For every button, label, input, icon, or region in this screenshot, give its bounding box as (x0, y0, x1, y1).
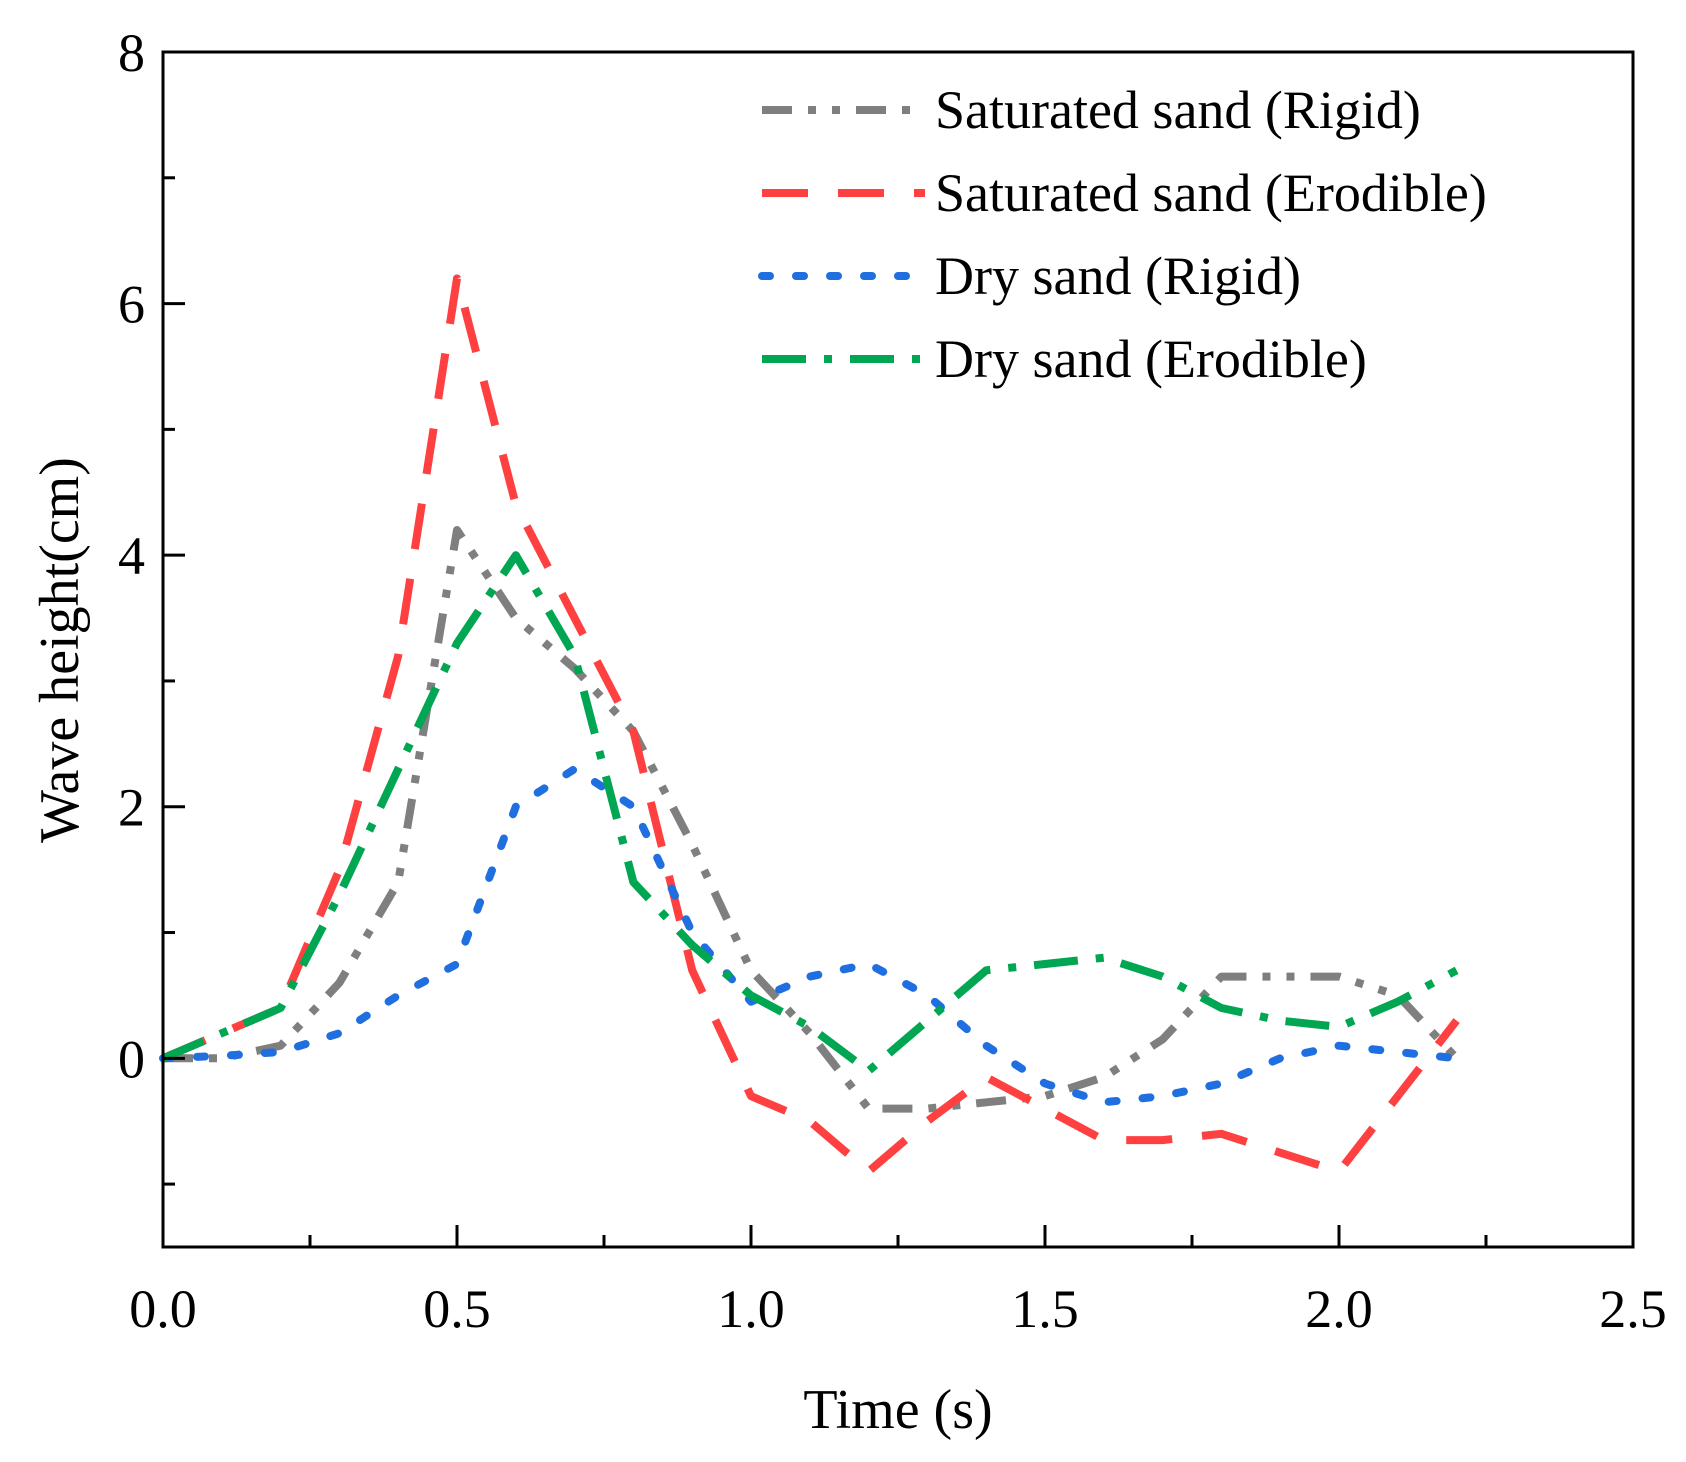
x-tick-label: 1.0 (717, 1279, 785, 1339)
y-tick-label: 2 (118, 778, 145, 838)
x-axis-title: Time (s) (803, 1379, 992, 1441)
y-axis-title: Wave height(cm) (29, 457, 91, 843)
series-line-2 (161, 274, 1460, 1176)
y-tick-label: 8 (118, 23, 145, 83)
x-tick-label: 2.5 (1599, 1279, 1667, 1339)
legend-label: Dry sand (Erodible) (935, 329, 1367, 389)
legend-label: Saturated sand (Rigid) (935, 80, 1421, 140)
x-tick-label: 0.0 (129, 1279, 197, 1339)
series-line-4 (161, 551, 1459, 1075)
legend: Saturated sand (Rigid) Saturated sand (Er… (758, 80, 1487, 389)
y-tick-label: 6 (118, 275, 145, 335)
x-tick-label: 0.5 (423, 1279, 491, 1339)
x-tick-label: 1.5 (1011, 1279, 1079, 1339)
series-line-3 (159, 765, 1461, 1107)
y-tick-label: 0 (118, 1029, 145, 1089)
series-layer (159, 274, 1461, 1176)
axes-layer: 0.0 0.5 1.0 1.5 2.0 2.5 0 2 4 6 8 (118, 23, 1667, 1339)
legend-label: Dry sand (Rigid) (935, 246, 1301, 306)
legend-label: Saturated sand (Erodible) (935, 163, 1487, 223)
y-tick-label: 4 (118, 526, 145, 586)
series-line-1 (163, 526, 1460, 1113)
x-tick-label: 2.0 (1305, 1279, 1373, 1339)
